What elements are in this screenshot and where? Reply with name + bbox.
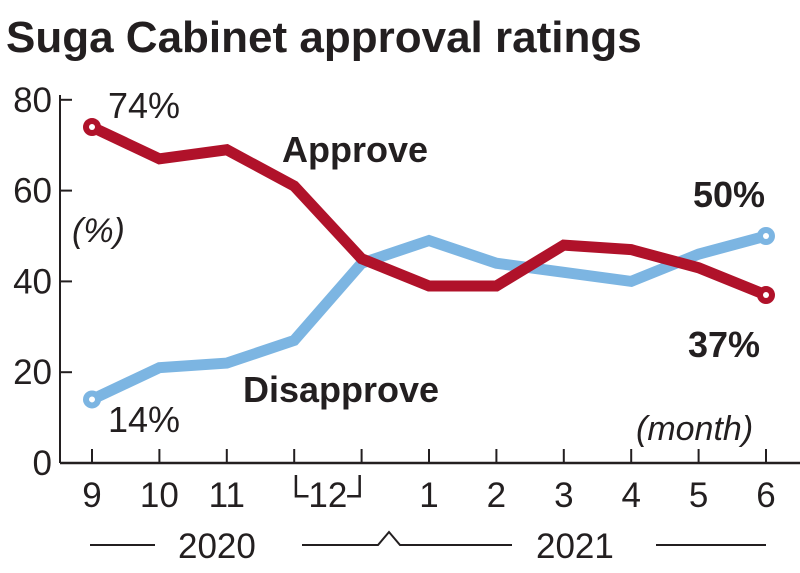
y-axis-unit: (%) — [72, 212, 125, 250]
label-disapprove-end: 50% — [693, 174, 765, 215]
y-tick-label: 60 — [13, 172, 52, 211]
x-tick-label: 1 — [419, 476, 438, 515]
year-axis: 2020 2021 — [90, 527, 766, 566]
x-tick-label: 4 — [621, 476, 640, 515]
label-approve-start: 74% — [108, 85, 180, 126]
x-tick-label: 9 — [82, 476, 101, 515]
data-point-center — [89, 396, 95, 403]
x-tick-label: └12┘ — [284, 475, 373, 515]
y-tick-label: 40 — [13, 262, 52, 301]
legend-approve: Approve — [282, 129, 428, 170]
legend-disapprove: Disapprove — [243, 369, 439, 410]
data-point-center — [763, 292, 769, 299]
x-tick-label: 11 — [209, 476, 245, 515]
x-tick-label: 6 — [756, 476, 775, 515]
year-label-2021: 2021 — [536, 527, 614, 566]
x-tick-label: 3 — [554, 476, 573, 515]
x-axis: 9 10 11 └12┘ 1 2 3 4 5 6 — [60, 449, 800, 515]
y-tick-label: 80 — [13, 81, 52, 120]
y-axis: 0 20 40 60 80 — [13, 81, 72, 483]
data-point-center — [763, 233, 769, 239]
chart-title: Suga Cabinet approval ratings — [6, 13, 642, 62]
x-tick-label: 10 — [140, 476, 179, 515]
x-tick-label: 5 — [689, 476, 708, 515]
data-point-center — [89, 124, 95, 131]
series-lines — [83, 118, 775, 409]
label-disapprove-start: 14% — [108, 399, 180, 440]
year-label-2020: 2020 — [178, 527, 256, 566]
label-approve-end: 37% — [688, 324, 760, 365]
y-tick-label: 20 — [13, 353, 52, 392]
y-tick-label: 0 — [33, 444, 52, 483]
x-axis-unit: (month) — [636, 410, 753, 448]
x-tick-label: 2 — [487, 476, 506, 515]
